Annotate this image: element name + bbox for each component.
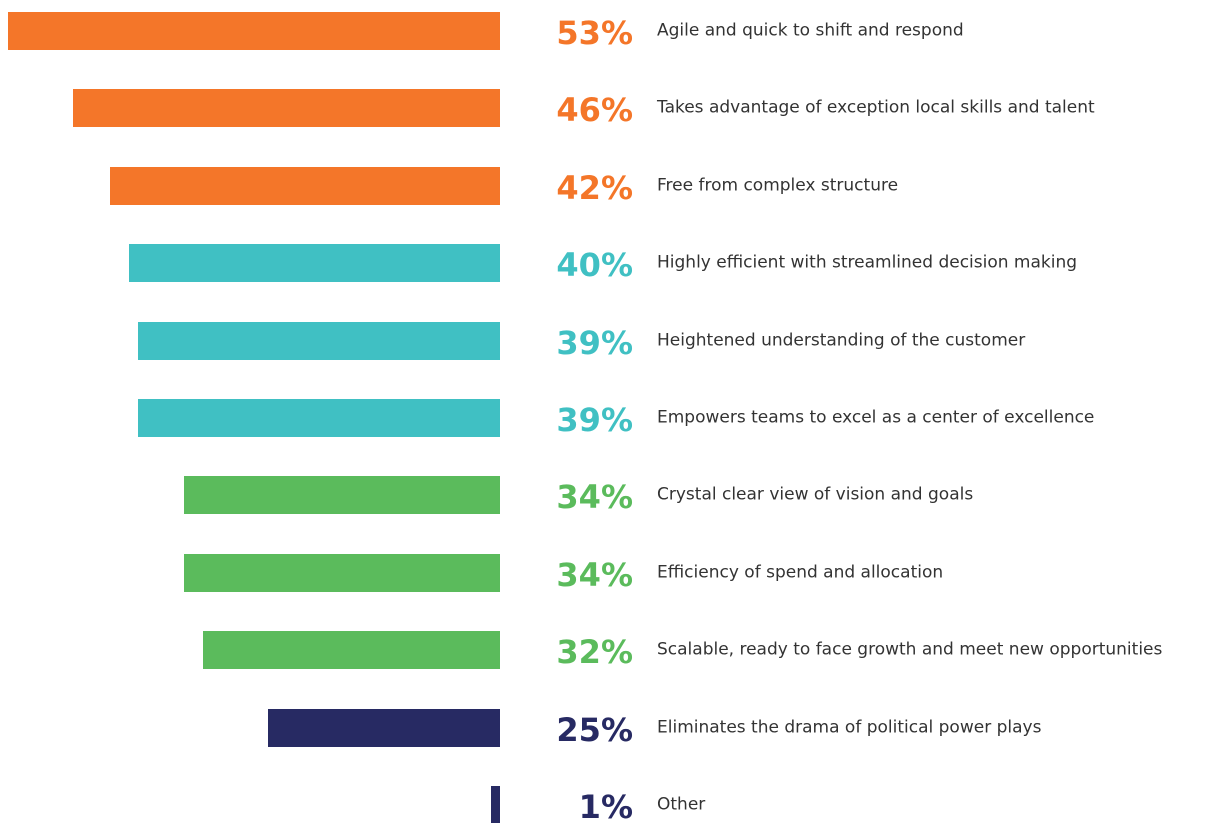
bar: [138, 321, 500, 360]
bar: [73, 89, 500, 128]
bar: [268, 708, 500, 747]
bar: [184, 553, 500, 592]
value-label: 1%: [578, 788, 633, 823]
value-label: 53%: [556, 14, 633, 52]
bar: [138, 399, 500, 437]
bar: [110, 166, 500, 205]
value-label: 39%: [556, 401, 633, 439]
bar: [8, 12, 500, 50]
value-label: 42%: [556, 168, 633, 207]
category-label: Efficiency of spend and allocation: [657, 562, 944, 583]
bar: [128, 244, 500, 283]
category-label: Scalable, ready to face growth and meet …: [657, 639, 1163, 660]
value-label: 32%: [556, 633, 633, 672]
value-label: 40%: [556, 246, 633, 285]
bar: [203, 631, 500, 670]
bar: [184, 476, 500, 515]
category-label: Takes advantage of exception local skill…: [657, 97, 1095, 118]
category-label: Free from complex structure: [657, 175, 899, 196]
category-label: Highly efficient with streamlined decisi…: [657, 252, 1078, 273]
value-label: 34%: [556, 555, 633, 594]
category-label: Empowers teams to excel as a center of e…: [657, 407, 1095, 428]
category-label: Agile and quick to shift and respond: [657, 20, 964, 41]
category-label: Heightened understanding of the customer: [657, 330, 1026, 351]
category-label: Eliminates the drama of political power …: [657, 717, 1042, 738]
bar: [490, 786, 500, 823]
value-label: 46%: [556, 91, 633, 130]
category-label: Other: [657, 794, 706, 815]
value-label: 34%: [556, 478, 633, 517]
value-label: 39%: [556, 323, 633, 362]
value-label: 25%: [556, 710, 633, 749]
category-label: Crystal clear view of vision and goals: [657, 484, 974, 505]
